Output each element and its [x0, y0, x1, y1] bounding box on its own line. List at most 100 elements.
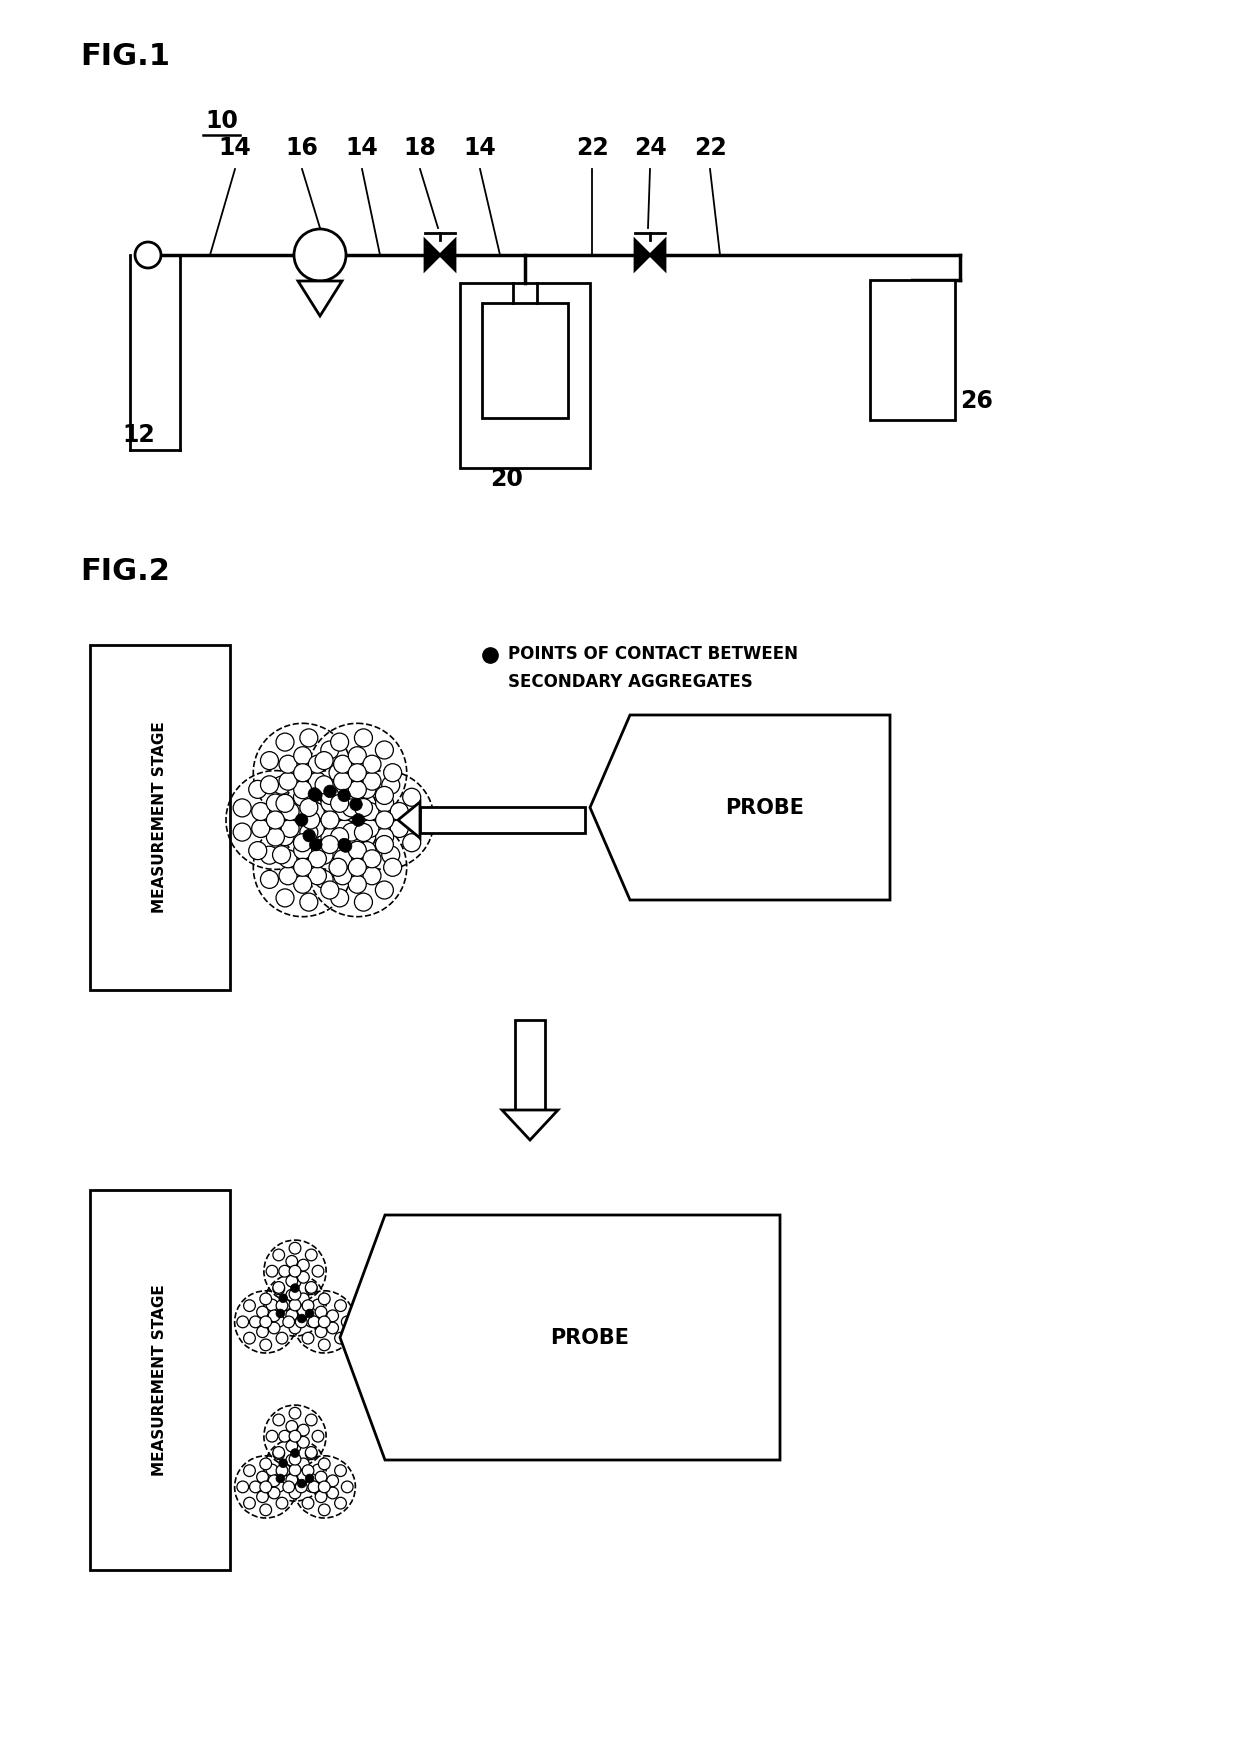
- Circle shape: [260, 1339, 272, 1351]
- Text: 24: 24: [634, 137, 666, 159]
- Circle shape: [329, 858, 347, 876]
- Circle shape: [355, 729, 372, 746]
- Circle shape: [305, 1447, 317, 1458]
- Circle shape: [260, 776, 279, 794]
- Circle shape: [348, 764, 366, 781]
- Circle shape: [383, 764, 402, 781]
- Circle shape: [294, 876, 311, 894]
- Circle shape: [305, 1282, 317, 1293]
- Circle shape: [289, 1265, 301, 1277]
- Circle shape: [289, 1454, 301, 1465]
- Circle shape: [308, 788, 321, 801]
- Circle shape: [249, 1480, 262, 1493]
- Polygon shape: [298, 280, 342, 315]
- Circle shape: [277, 1300, 288, 1312]
- Circle shape: [335, 1498, 346, 1508]
- Circle shape: [308, 1316, 320, 1328]
- Circle shape: [348, 781, 366, 799]
- Circle shape: [319, 1339, 330, 1351]
- Circle shape: [355, 823, 372, 841]
- Circle shape: [315, 1326, 327, 1337]
- Circle shape: [391, 820, 408, 837]
- Circle shape: [309, 850, 326, 867]
- Circle shape: [281, 802, 299, 820]
- Circle shape: [260, 846, 279, 864]
- Circle shape: [252, 802, 270, 820]
- Circle shape: [277, 732, 294, 752]
- Circle shape: [363, 773, 381, 790]
- Circle shape: [303, 829, 315, 843]
- Circle shape: [321, 811, 339, 829]
- Circle shape: [312, 1465, 324, 1475]
- Circle shape: [315, 1307, 327, 1318]
- Polygon shape: [340, 1214, 780, 1459]
- Circle shape: [249, 841, 267, 860]
- Circle shape: [298, 1272, 309, 1282]
- Circle shape: [376, 794, 393, 811]
- Bar: [482, 303, 568, 419]
- Circle shape: [376, 741, 393, 759]
- Text: SECONDARY AGGREGATES: SECONDARY AGGREGATES: [508, 673, 753, 690]
- Circle shape: [277, 888, 294, 908]
- Text: 22: 22: [575, 137, 609, 159]
- Circle shape: [294, 788, 311, 806]
- Circle shape: [286, 1275, 298, 1288]
- Circle shape: [305, 1309, 314, 1318]
- Circle shape: [288, 823, 306, 841]
- Circle shape: [342, 799, 361, 816]
- Text: 14: 14: [218, 137, 252, 159]
- Circle shape: [348, 746, 366, 764]
- Circle shape: [257, 1472, 268, 1482]
- Circle shape: [358, 780, 376, 799]
- Circle shape: [286, 1454, 298, 1466]
- Circle shape: [268, 1323, 280, 1333]
- Circle shape: [279, 773, 298, 790]
- Circle shape: [237, 1316, 248, 1328]
- Circle shape: [410, 811, 429, 829]
- Circle shape: [249, 780, 267, 799]
- Circle shape: [267, 829, 284, 846]
- Circle shape: [249, 1316, 262, 1328]
- Circle shape: [306, 820, 325, 837]
- Circle shape: [319, 1293, 330, 1305]
- Polygon shape: [425, 240, 440, 270]
- Text: 14: 14: [464, 137, 496, 159]
- Circle shape: [298, 1260, 309, 1270]
- Circle shape: [289, 1288, 301, 1300]
- Circle shape: [286, 1421, 298, 1431]
- Circle shape: [273, 1447, 285, 1458]
- Circle shape: [358, 841, 376, 860]
- Circle shape: [324, 785, 336, 797]
- Circle shape: [289, 1242, 301, 1254]
- Bar: [460, 284, 590, 468]
- Circle shape: [363, 867, 381, 885]
- Circle shape: [233, 823, 252, 841]
- Circle shape: [361, 820, 379, 837]
- Text: FIG.2: FIG.2: [81, 557, 170, 585]
- Circle shape: [295, 813, 308, 827]
- Polygon shape: [440, 240, 455, 270]
- Polygon shape: [590, 715, 890, 901]
- Circle shape: [252, 820, 270, 837]
- Circle shape: [331, 794, 348, 813]
- Circle shape: [315, 846, 334, 864]
- Bar: [515, 1020, 546, 1111]
- Circle shape: [279, 1430, 290, 1442]
- Circle shape: [298, 1424, 309, 1437]
- Text: PROBE: PROBE: [725, 797, 805, 818]
- Circle shape: [321, 829, 339, 846]
- Circle shape: [310, 788, 322, 802]
- Circle shape: [267, 794, 284, 811]
- Circle shape: [298, 1314, 306, 1323]
- Circle shape: [329, 764, 347, 781]
- Polygon shape: [650, 240, 665, 270]
- Circle shape: [289, 1407, 301, 1419]
- Circle shape: [305, 1316, 317, 1326]
- Circle shape: [336, 802, 353, 820]
- Circle shape: [277, 1309, 285, 1318]
- Text: 22: 22: [693, 137, 727, 159]
- Text: MEASUREMENT STAGE: MEASUREMENT STAGE: [153, 722, 167, 913]
- Circle shape: [315, 1472, 327, 1482]
- Circle shape: [391, 802, 408, 820]
- Circle shape: [303, 1300, 314, 1312]
